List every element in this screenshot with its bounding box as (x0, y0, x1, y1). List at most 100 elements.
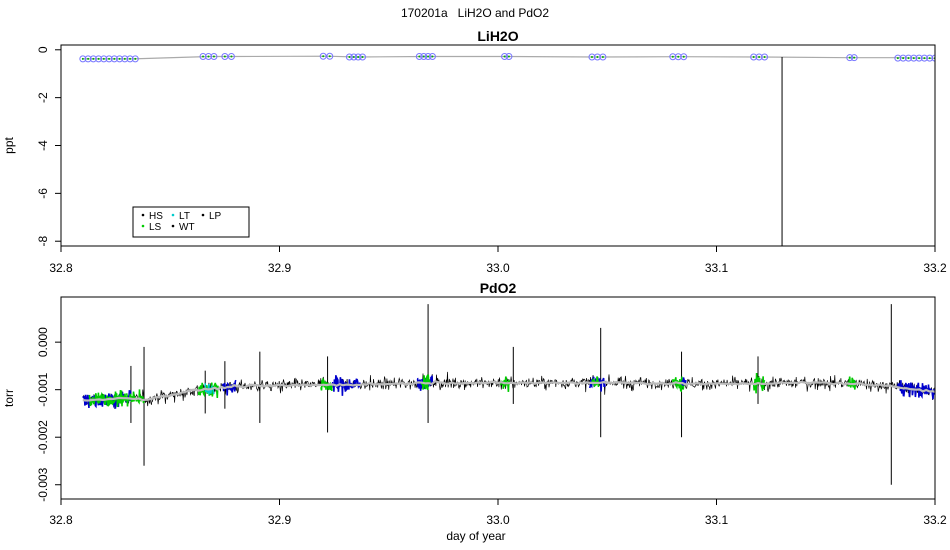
data-point-center (431, 55, 434, 58)
data-point-center (352, 55, 355, 58)
data-point-center (322, 55, 325, 58)
y-tick-label: -8 (36, 236, 50, 247)
data-point (588, 53, 596, 61)
y-tick-label: 0.000 (36, 327, 50, 357)
data-point (116, 55, 124, 63)
legend-label: HS (149, 211, 163, 222)
y-tick-label: -2 (36, 92, 50, 103)
segment-green (320, 377, 333, 391)
data-point (501, 52, 509, 60)
data-point-center (212, 55, 215, 58)
data-point (424, 52, 432, 60)
data-point (926, 54, 934, 62)
data-point (931, 54, 935, 62)
data-point-center (102, 57, 105, 60)
data-point (920, 54, 928, 62)
y-axis-label: ppt (2, 136, 16, 153)
data-point-center (902, 57, 905, 60)
data-point-center (348, 55, 351, 58)
data-point (894, 54, 902, 62)
data-point (100, 55, 108, 63)
data-point (599, 53, 607, 61)
data-point (131, 55, 139, 63)
data-point (199, 52, 207, 60)
data-point (350, 53, 358, 61)
data-point-center (601, 55, 604, 58)
plot-frame (60, 296, 936, 500)
x-tick-label: 33.1 (705, 513, 729, 527)
x-tick-label: 32.9 (268, 513, 292, 527)
data-point-center (671, 55, 674, 58)
y-axis-label: torr (2, 389, 16, 407)
data-point-center (230, 55, 233, 58)
x-tick-label: 33.2 (923, 513, 947, 527)
data-point (428, 52, 436, 60)
data-point-center (590, 55, 593, 58)
data-point-center (97, 57, 100, 60)
data-point (846, 54, 854, 62)
data-point-center (923, 57, 926, 60)
data-point-center (357, 55, 360, 58)
data-point-center (113, 57, 116, 60)
legend-label: LP (209, 211, 222, 222)
data-point (210, 52, 218, 60)
plot-area (79, 52, 935, 246)
data-point-center (507, 55, 510, 58)
data-point (904, 54, 912, 62)
data-point-center (223, 55, 226, 58)
x-tick-label: 33.2 (923, 261, 947, 275)
data-point (593, 53, 601, 61)
data-point-center (134, 57, 137, 60)
data-point (126, 55, 134, 63)
data-point (89, 55, 97, 63)
data-point (674, 53, 682, 61)
data-point-center (682, 55, 685, 58)
data-point-center (92, 57, 95, 60)
legend-label: LT (179, 211, 190, 222)
data-point-center (918, 57, 921, 60)
series-line (82, 55, 935, 60)
data-point-center (418, 55, 421, 58)
data-point-center (123, 57, 126, 60)
data-point (915, 54, 923, 62)
plot-frame (60, 44, 936, 247)
y-tick-label: -0.002 (36, 420, 50, 454)
data-point (850, 54, 858, 62)
segment-green (88, 390, 128, 408)
data-point (899, 54, 907, 62)
data-point (326, 52, 334, 60)
x-tick-label: 33.1 (705, 261, 729, 275)
legend-marker (141, 213, 145, 217)
y-tick-label: -0.003 (36, 467, 50, 501)
legend-marker (171, 224, 175, 228)
data-point-center (207, 55, 210, 58)
data-point (755, 53, 763, 61)
panel-title: LiH2O (477, 28, 518, 44)
data-point-center (758, 55, 761, 58)
data-point (910, 54, 918, 62)
data-point (750, 53, 758, 61)
data-point (669, 53, 677, 61)
data-point-center (422, 55, 425, 58)
data-point (204, 52, 212, 60)
y-tick-label: 0 (36, 46, 50, 53)
data-point-center (81, 57, 84, 60)
y-tick-label: -0.001 (36, 372, 50, 406)
data-point-center (848, 56, 851, 59)
legend-label: LS (149, 222, 162, 233)
y-tick-label: -6 (36, 188, 50, 199)
data-point (121, 55, 129, 63)
data-point (221, 52, 229, 60)
y-tick-label: -4 (36, 140, 50, 151)
figure-title: 170201a LiH2O and PdO2 (400, 6, 550, 20)
data-point (505, 52, 513, 60)
data-point (345, 53, 353, 61)
smoothed-line (82, 379, 935, 402)
data-point-center (87, 57, 90, 60)
data-point-center (907, 57, 910, 60)
data-point-center (118, 57, 121, 60)
data-point (359, 53, 367, 61)
